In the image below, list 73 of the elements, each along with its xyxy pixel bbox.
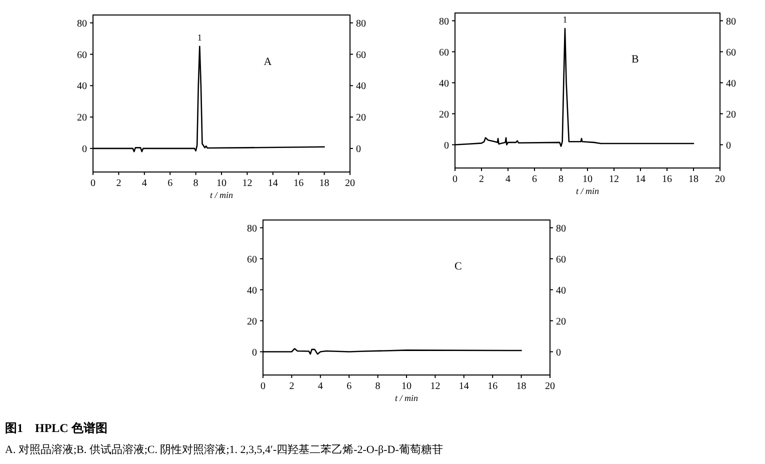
text: A: [264, 56, 272, 68]
y-tick-label: 40: [439, 78, 449, 90]
x-tick-label: 4: [506, 174, 510, 185]
x-tick-label: 0: [260, 381, 266, 392]
y2-tick-label: 20: [356, 112, 366, 124]
x-tick-label: 16: [488, 381, 498, 392]
x-tick-label: 10: [582, 174, 592, 185]
y-tick-label: 40: [77, 81, 87, 92]
x-tick-label: 20: [715, 174, 725, 185]
y2-tick-label: 20: [726, 109, 736, 120]
y-tick-label: 0: [82, 144, 87, 155]
y2-tick-label: 60: [726, 47, 736, 58]
x-tick-label: 12: [430, 381, 440, 392]
y2-tick-label: 80: [556, 223, 566, 234]
x-tick-label: 2: [479, 174, 484, 185]
y-tick-label: 60: [247, 254, 257, 266]
x-tick-label: 14: [268, 178, 278, 189]
annotation: 1: [197, 32, 202, 42]
y-tick-label: 20: [439, 109, 449, 120]
y2-tick-label: 80: [356, 18, 366, 30]
text: C: [454, 260, 462, 273]
text: B: [632, 54, 639, 66]
x-tick-label: 0: [452, 174, 458, 185]
x-tick-label: 8: [193, 178, 198, 189]
x-tick-label: 6: [168, 178, 173, 189]
x-tick-label: 6: [532, 174, 537, 185]
x-axis-title: t / min: [210, 190, 234, 200]
x-axis-title: t / min: [394, 393, 418, 403]
x-tick-label: 18: [688, 174, 698, 185]
x-tick-label: 18: [516, 381, 526, 392]
y2-tick-label: 0: [726, 140, 731, 152]
x-tick-label: 8: [558, 174, 564, 185]
x-axis-title: t / min: [576, 186, 600, 196]
y2-tick-label: 40: [356, 81, 366, 92]
y-tick-label: 0: [444, 140, 449, 152]
y-tick-label: 60: [77, 50, 87, 61]
x-tick-label: 4: [318, 381, 323, 392]
x-tick-label: 16: [662, 174, 672, 185]
y-tick-label: 80: [439, 16, 449, 28]
y2-tick-label: 40: [726, 78, 736, 90]
y2-tick-label: 0: [556, 347, 561, 358]
y-tick-label: 80: [77, 18, 87, 30]
x-tick-label: 16: [294, 178, 304, 189]
y-tick-label: 20: [77, 112, 87, 124]
caption: 图1 HPLC 色谱图: [5, 421, 108, 435]
y2-tick-label: 40: [556, 285, 566, 296]
y-tick-label: 40: [247, 285, 257, 296]
x-tick-label: 20: [545, 381, 555, 392]
x-tick-label: 10: [402, 381, 412, 392]
y2-tick-label: 60: [356, 50, 366, 61]
x-tick-label: 2: [289, 381, 294, 392]
text: A. 对照品溶液;B. 供试品溶液;C. 阴性对照溶液;1. 2,3,5,4′-四羟基二苯乙烯-2-O-β-D-葡萄糖苷: [5, 443, 443, 456]
x-tick-label: 6: [346, 381, 352, 392]
x-tick-label: 12: [609, 174, 619, 185]
x-tick-label: 20: [345, 178, 355, 189]
y-tick-label: 80: [247, 223, 257, 234]
x-tick-label: 4: [142, 178, 147, 189]
y2-tick-label: 60: [556, 254, 566, 266]
y-tick-label: 20: [247, 316, 257, 328]
x-tick-label: 14: [636, 174, 646, 185]
y2-tick-label: 80: [726, 16, 736, 28]
annotation: 1: [562, 14, 568, 24]
y2-tick-label: 0: [356, 144, 361, 155]
y-tick-label: 0: [252, 347, 257, 358]
x-tick-label: 2: [116, 178, 122, 189]
x-tick-label: 8: [375, 381, 380, 392]
y-tick-label: 60: [439, 47, 449, 58]
x-tick-label: 0: [90, 178, 96, 189]
y2-tick-label: 20: [556, 316, 566, 328]
x-tick-label: 10: [216, 178, 226, 189]
x-tick-label: 12: [242, 178, 252, 189]
x-tick-label: 14: [458, 381, 469, 392]
x-tick-label: 18: [319, 178, 330, 189]
